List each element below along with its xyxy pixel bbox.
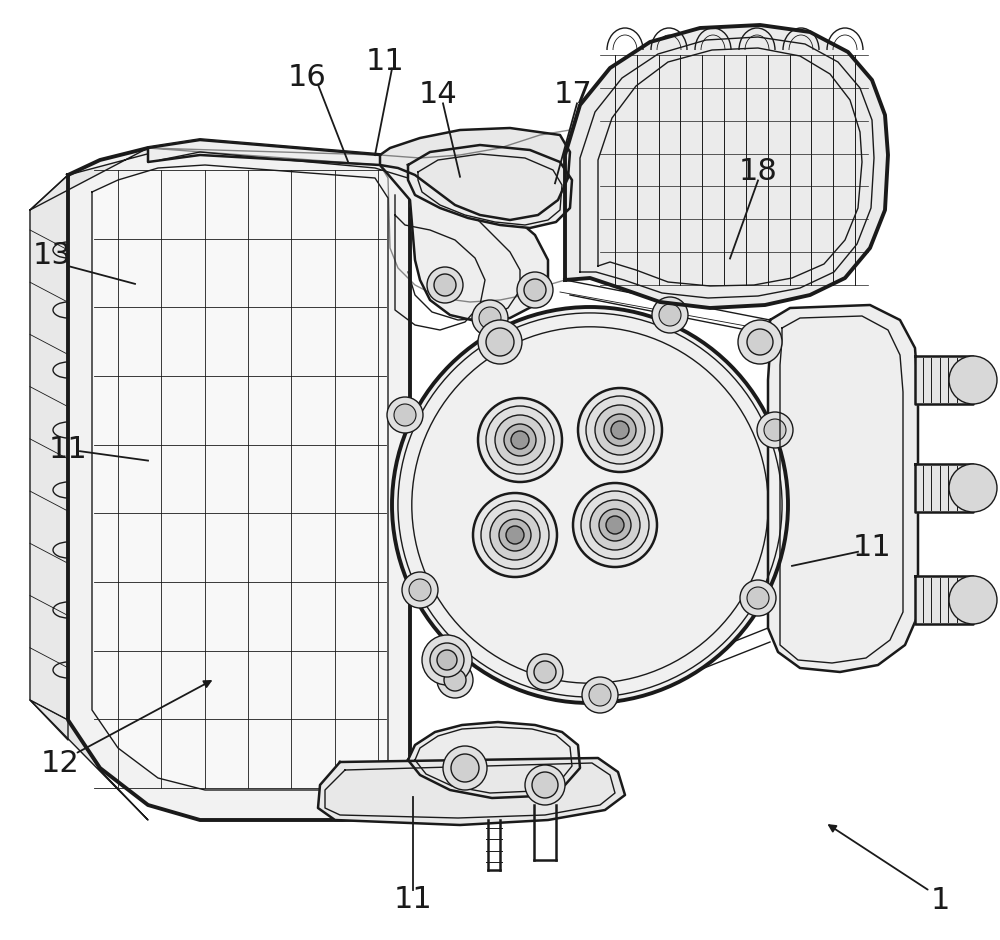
Circle shape <box>517 272 553 308</box>
Circle shape <box>652 297 688 333</box>
Circle shape <box>586 396 654 464</box>
Polygon shape <box>915 464 973 512</box>
Circle shape <box>402 572 438 608</box>
Circle shape <box>473 493 557 577</box>
Text: 14: 14 <box>419 80 457 108</box>
Circle shape <box>472 300 508 336</box>
Polygon shape <box>30 140 200 210</box>
Polygon shape <box>768 305 918 672</box>
Text: 12: 12 <box>41 749 79 777</box>
Circle shape <box>427 267 463 303</box>
Polygon shape <box>92 165 388 790</box>
Circle shape <box>437 662 473 698</box>
Circle shape <box>486 406 554 474</box>
Text: 17: 17 <box>554 80 592 108</box>
Circle shape <box>573 483 657 567</box>
Circle shape <box>747 329 773 355</box>
Circle shape <box>394 404 416 426</box>
Circle shape <box>611 421 629 439</box>
Circle shape <box>430 643 464 677</box>
Polygon shape <box>30 700 148 820</box>
Circle shape <box>524 279 546 301</box>
Text: 13: 13 <box>33 242 71 270</box>
Circle shape <box>481 501 549 569</box>
Circle shape <box>434 274 456 296</box>
Circle shape <box>949 576 997 624</box>
Text: 18: 18 <box>739 157 777 185</box>
Circle shape <box>444 669 466 691</box>
Circle shape <box>478 398 562 482</box>
Polygon shape <box>408 145 572 228</box>
Circle shape <box>581 491 649 559</box>
Circle shape <box>604 414 636 446</box>
Polygon shape <box>408 722 580 798</box>
Circle shape <box>582 677 618 713</box>
Circle shape <box>392 307 788 703</box>
Circle shape <box>738 320 782 364</box>
Text: 1: 1 <box>930 886 950 915</box>
Circle shape <box>443 746 487 790</box>
Circle shape <box>578 388 662 472</box>
Circle shape <box>532 772 558 798</box>
Text: 11: 11 <box>394 885 432 914</box>
Circle shape <box>606 516 624 534</box>
Circle shape <box>387 397 423 433</box>
Text: 16: 16 <box>288 63 326 91</box>
Circle shape <box>527 654 563 690</box>
Circle shape <box>599 509 631 541</box>
Circle shape <box>534 661 556 683</box>
Circle shape <box>590 500 640 550</box>
Circle shape <box>479 307 501 329</box>
Text: 11: 11 <box>49 435 87 463</box>
Polygon shape <box>380 128 570 220</box>
Circle shape <box>437 650 457 670</box>
Circle shape <box>595 405 645 455</box>
Polygon shape <box>318 758 625 825</box>
Circle shape <box>949 356 997 404</box>
Circle shape <box>511 431 529 449</box>
Circle shape <box>409 579 431 601</box>
Circle shape <box>478 320 522 364</box>
Circle shape <box>659 304 681 326</box>
Circle shape <box>451 754 479 782</box>
Circle shape <box>747 587 769 609</box>
Polygon shape <box>915 576 973 624</box>
Text: 11: 11 <box>366 47 404 75</box>
Circle shape <box>949 464 997 512</box>
Circle shape <box>757 412 793 448</box>
Circle shape <box>740 580 776 616</box>
Polygon shape <box>30 175 68 740</box>
Circle shape <box>499 519 531 551</box>
Circle shape <box>506 526 524 544</box>
Circle shape <box>504 424 536 456</box>
Circle shape <box>486 328 514 356</box>
Polygon shape <box>68 140 410 820</box>
Polygon shape <box>565 25 888 308</box>
Text: 11: 11 <box>853 533 891 561</box>
Circle shape <box>495 415 545 465</box>
Circle shape <box>422 635 472 685</box>
Circle shape <box>589 684 611 706</box>
Circle shape <box>490 510 540 560</box>
Polygon shape <box>915 356 973 404</box>
Circle shape <box>764 419 786 441</box>
Circle shape <box>525 765 565 805</box>
Polygon shape <box>148 140 548 322</box>
